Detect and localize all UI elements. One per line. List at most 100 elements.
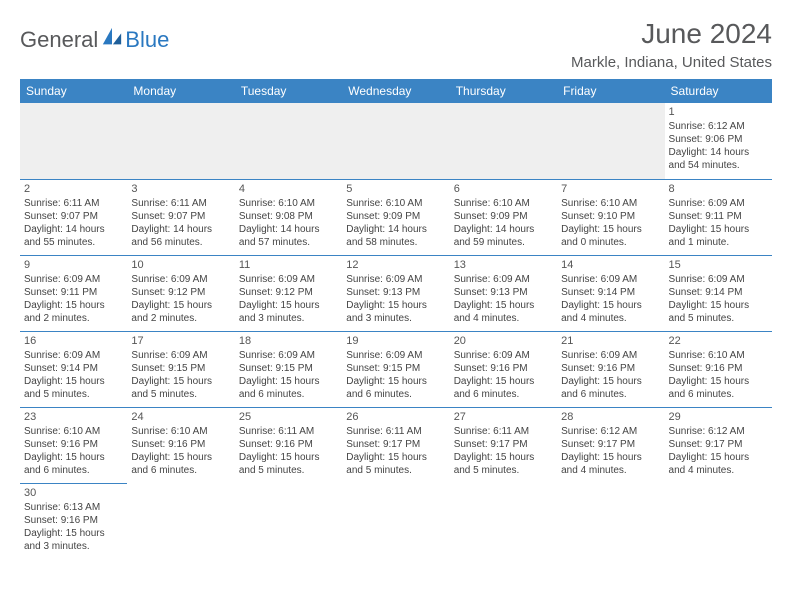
daylight-text: Daylight: 15 hours and 5 minutes. bbox=[669, 299, 768, 325]
calendar-cell bbox=[235, 483, 342, 559]
sunrise-text: Sunrise: 6:10 AM bbox=[239, 197, 338, 210]
calendar-cell: 22Sunrise: 6:10 AMSunset: 9:16 PMDayligh… bbox=[665, 331, 772, 407]
sunset-text: Sunset: 9:16 PM bbox=[24, 514, 123, 527]
day-number: 6 bbox=[454, 182, 553, 196]
sunset-text: Sunset: 9:16 PM bbox=[24, 438, 123, 451]
calendar-cell bbox=[557, 483, 664, 559]
calendar-cell: 6Sunrise: 6:10 AMSunset: 9:09 PMDaylight… bbox=[450, 179, 557, 255]
sunset-text: Sunset: 9:08 PM bbox=[239, 210, 338, 223]
sunrise-text: Sunrise: 6:09 AM bbox=[346, 349, 445, 362]
sunset-text: Sunset: 9:17 PM bbox=[561, 438, 660, 451]
sunset-text: Sunset: 9:15 PM bbox=[239, 362, 338, 375]
calendar-cell: 3Sunrise: 6:11 AMSunset: 9:07 PMDaylight… bbox=[127, 179, 234, 255]
day-number: 22 bbox=[669, 334, 768, 348]
daylight-text: Daylight: 14 hours and 59 minutes. bbox=[454, 223, 553, 249]
day-number: 3 bbox=[131, 182, 230, 196]
sunrise-text: Sunrise: 6:11 AM bbox=[131, 197, 230, 210]
daylight-text: Daylight: 14 hours and 56 minutes. bbox=[131, 223, 230, 249]
sunset-text: Sunset: 9:11 PM bbox=[24, 286, 123, 299]
day-number: 29 bbox=[669, 410, 768, 424]
day-number: 11 bbox=[239, 258, 338, 272]
weekday-header: Monday bbox=[127, 79, 234, 103]
weekday-header: Thursday bbox=[450, 79, 557, 103]
sunrise-text: Sunrise: 6:09 AM bbox=[131, 273, 230, 286]
calendar-cell: 14Sunrise: 6:09 AMSunset: 9:14 PMDayligh… bbox=[557, 255, 664, 331]
calendar-cell: 12Sunrise: 6:09 AMSunset: 9:13 PMDayligh… bbox=[342, 255, 449, 331]
calendar-cell: 28Sunrise: 6:12 AMSunset: 9:17 PMDayligh… bbox=[557, 407, 664, 483]
sunrise-text: Sunrise: 6:11 AM bbox=[346, 425, 445, 438]
day-number: 10 bbox=[131, 258, 230, 272]
calendar-row: 23Sunrise: 6:10 AMSunset: 9:16 PMDayligh… bbox=[20, 407, 772, 483]
calendar-cell: 26Sunrise: 6:11 AMSunset: 9:17 PMDayligh… bbox=[342, 407, 449, 483]
calendar-cell: 27Sunrise: 6:11 AMSunset: 9:17 PMDayligh… bbox=[450, 407, 557, 483]
sunset-text: Sunset: 9:17 PM bbox=[346, 438, 445, 451]
sunset-text: Sunset: 9:16 PM bbox=[454, 362, 553, 375]
sunrise-text: Sunrise: 6:10 AM bbox=[561, 197, 660, 210]
daylight-text: Daylight: 15 hours and 6 minutes. bbox=[669, 375, 768, 401]
sunset-text: Sunset: 9:12 PM bbox=[239, 286, 338, 299]
daylight-text: Daylight: 15 hours and 4 minutes. bbox=[454, 299, 553, 325]
weekday-header: Wednesday bbox=[342, 79, 449, 103]
daylight-text: Daylight: 15 hours and 5 minutes. bbox=[24, 375, 123, 401]
logo-text-general: General bbox=[20, 27, 98, 53]
day-number: 27 bbox=[454, 410, 553, 424]
day-number: 18 bbox=[239, 334, 338, 348]
day-number: 14 bbox=[561, 258, 660, 272]
day-number: 15 bbox=[669, 258, 768, 272]
sail-icon bbox=[101, 26, 123, 48]
calendar-row: 30Sunrise: 6:13 AMSunset: 9:16 PMDayligh… bbox=[20, 483, 772, 559]
daylight-text: Daylight: 15 hours and 5 minutes. bbox=[346, 451, 445, 477]
calendar-cell: 15Sunrise: 6:09 AMSunset: 9:14 PMDayligh… bbox=[665, 255, 772, 331]
calendar-cell: 7Sunrise: 6:10 AMSunset: 9:10 PMDaylight… bbox=[557, 179, 664, 255]
calendar-cell: 24Sunrise: 6:10 AMSunset: 9:16 PMDayligh… bbox=[127, 407, 234, 483]
calendar-body: 1Sunrise: 6:12 AMSunset: 9:06 PMDaylight… bbox=[20, 103, 772, 559]
weekday-header: Saturday bbox=[665, 79, 772, 103]
sunrise-text: Sunrise: 6:09 AM bbox=[669, 197, 768, 210]
day-number: 28 bbox=[561, 410, 660, 424]
daylight-text: Daylight: 15 hours and 4 minutes. bbox=[561, 451, 660, 477]
sunrise-text: Sunrise: 6:10 AM bbox=[346, 197, 445, 210]
daylight-text: Daylight: 15 hours and 3 minutes. bbox=[24, 527, 123, 553]
sunrise-text: Sunrise: 6:09 AM bbox=[24, 273, 123, 286]
calendar-cell bbox=[342, 103, 449, 179]
daylight-text: Daylight: 14 hours and 54 minutes. bbox=[669, 146, 768, 172]
day-number: 7 bbox=[561, 182, 660, 196]
day-number: 16 bbox=[24, 334, 123, 348]
sunset-text: Sunset: 9:17 PM bbox=[669, 438, 768, 451]
weekday-header: Friday bbox=[557, 79, 664, 103]
daylight-text: Daylight: 15 hours and 6 minutes. bbox=[24, 451, 123, 477]
calendar-cell bbox=[127, 483, 234, 559]
daylight-text: Daylight: 15 hours and 6 minutes. bbox=[454, 375, 553, 401]
day-number: 13 bbox=[454, 258, 553, 272]
calendar-cell: 23Sunrise: 6:10 AMSunset: 9:16 PMDayligh… bbox=[20, 407, 127, 483]
calendar-cell bbox=[450, 103, 557, 179]
daylight-text: Daylight: 15 hours and 2 minutes. bbox=[24, 299, 123, 325]
daylight-text: Daylight: 15 hours and 4 minutes. bbox=[561, 299, 660, 325]
daylight-text: Daylight: 15 hours and 3 minutes. bbox=[239, 299, 338, 325]
day-number: 19 bbox=[346, 334, 445, 348]
daylight-text: Daylight: 14 hours and 55 minutes. bbox=[24, 223, 123, 249]
sunset-text: Sunset: 9:16 PM bbox=[561, 362, 660, 375]
day-number: 21 bbox=[561, 334, 660, 348]
sunrise-text: Sunrise: 6:09 AM bbox=[131, 349, 230, 362]
sunrise-text: Sunrise: 6:09 AM bbox=[346, 273, 445, 286]
daylight-text: Daylight: 15 hours and 5 minutes. bbox=[454, 451, 553, 477]
sunrise-text: Sunrise: 6:09 AM bbox=[669, 273, 768, 286]
calendar-row: 2Sunrise: 6:11 AMSunset: 9:07 PMDaylight… bbox=[20, 179, 772, 255]
calendar-cell: 17Sunrise: 6:09 AMSunset: 9:15 PMDayligh… bbox=[127, 331, 234, 407]
day-number: 23 bbox=[24, 410, 123, 424]
daylight-text: Daylight: 15 hours and 4 minutes. bbox=[669, 451, 768, 477]
sunset-text: Sunset: 9:14 PM bbox=[561, 286, 660, 299]
calendar-cell: 19Sunrise: 6:09 AMSunset: 9:15 PMDayligh… bbox=[342, 331, 449, 407]
daylight-text: Daylight: 15 hours and 6 minutes. bbox=[239, 375, 338, 401]
sunset-text: Sunset: 9:15 PM bbox=[131, 362, 230, 375]
sunset-text: Sunset: 9:15 PM bbox=[346, 362, 445, 375]
calendar-cell: 13Sunrise: 6:09 AMSunset: 9:13 PMDayligh… bbox=[450, 255, 557, 331]
calendar-cell bbox=[665, 483, 772, 559]
day-number: 30 bbox=[24, 486, 123, 500]
day-number: 24 bbox=[131, 410, 230, 424]
sunrise-text: Sunrise: 6:12 AM bbox=[561, 425, 660, 438]
day-number: 2 bbox=[24, 182, 123, 196]
sunrise-text: Sunrise: 6:11 AM bbox=[454, 425, 553, 438]
sunset-text: Sunset: 9:17 PM bbox=[454, 438, 553, 451]
